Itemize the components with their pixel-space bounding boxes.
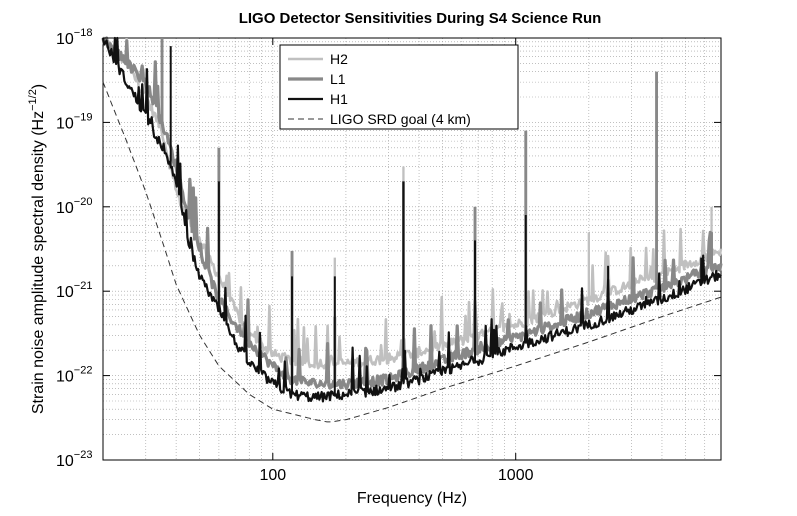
legend: H2 L1 H1 LIGO SRD goal (4 km) xyxy=(279,44,519,130)
legend-label: H1 xyxy=(330,91,348,107)
axis-ticks: 100 1000 10−23 10−22 10−21 10−20 10−19 10−18 xyxy=(56,27,721,484)
series-line-l1 xyxy=(101,36,723,391)
y-tick-label: 10−19 xyxy=(56,111,92,132)
y-tick-label: 10−22 xyxy=(56,365,92,386)
legend-label: LIGO SRD goal (4 km) xyxy=(330,111,471,127)
x-tick-label: 1000 xyxy=(498,467,534,484)
series-line-ligo xyxy=(102,81,722,423)
legend-label: L1 xyxy=(330,71,346,87)
y-axis-label-main: Strain noise amplitude spectral density … xyxy=(30,111,47,414)
y-tick-label: 10−23 xyxy=(56,449,92,470)
y-tick-label: 10−18 xyxy=(56,27,92,48)
series-line-h1 xyxy=(101,36,722,403)
legend-label: H2 xyxy=(330,51,348,67)
y-axis-label-close: ) xyxy=(30,84,47,89)
y-tick-label: 10−21 xyxy=(56,280,92,301)
chart-title: LIGO Detector Sensitivities During S4 Sc… xyxy=(239,10,602,27)
x-axis-label: Frequency (Hz) xyxy=(357,490,467,507)
series-layer xyxy=(101,36,723,423)
y-tick-label: 10−20 xyxy=(56,196,92,217)
x-tick-label: 100 xyxy=(259,467,286,484)
y-axis-label: Strain noise amplitude spectral density … xyxy=(27,84,47,414)
y-axis-label-exp: −1/2 xyxy=(27,89,39,111)
